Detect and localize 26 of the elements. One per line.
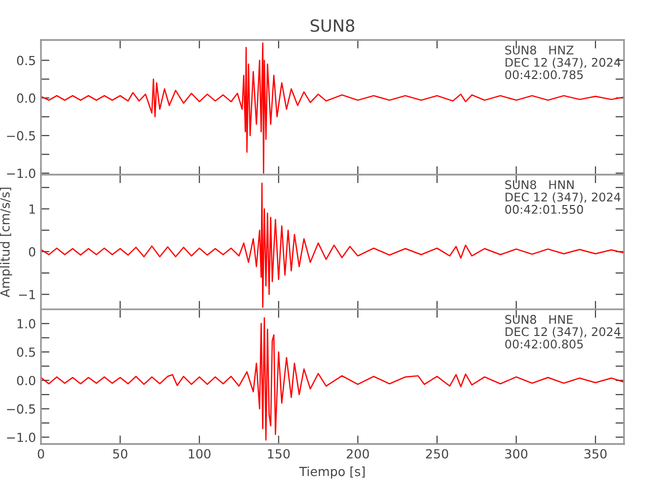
y-tick-label: 0.0: [17, 376, 36, 386]
x-tick-label: 300: [505, 449, 528, 459]
x-tick-label: 0: [38, 449, 44, 459]
x-tick-label: 50: [113, 449, 128, 459]
y-tick-label: 0: [28, 247, 36, 257]
y-tick-label: 1.0: [18, 319, 36, 328]
annotation: SUN8 HNE DEC 12 (347), 2024 00:42:00.805: [505, 314, 620, 349]
y-tick-label: −1: [18, 290, 35, 300]
y-tick-label: 0.5: [17, 347, 35, 357]
y-tick-label: −0.5: [7, 404, 35, 414]
y-tick-label: 1: [30, 204, 35, 214]
x-tick-label: 350: [584, 449, 607, 459]
x-tick-label: 150: [268, 449, 290, 459]
y-tick-label: 0.0: [17, 93, 36, 103]
annotation: SUN8 HNZ DEC 12 (347), 2024 00:42:00.785: [505, 46, 620, 80]
y-tick-label: 0.5: [17, 56, 35, 66]
y-tick-label: −0.5: [7, 131, 35, 140]
x-tick-label: 250: [426, 449, 448, 459]
chart-title: SUN8: [310, 19, 354, 32]
x-tick-label: 100: [188, 449, 210, 459]
x-axis-title: Tiempo [s]: [299, 466, 365, 479]
x-tick-label: 200: [346, 449, 369, 459]
y-axis-title: Amplitud [cm/s/s]: [0, 188, 12, 298]
annotation: SUN8 HNN DEC 12 (347), 2024 00:42:01.550: [505, 180, 620, 214]
y-tick-label: −1.0: [7, 168, 36, 178]
y-tick-label: −1.0: [7, 432, 36, 442]
